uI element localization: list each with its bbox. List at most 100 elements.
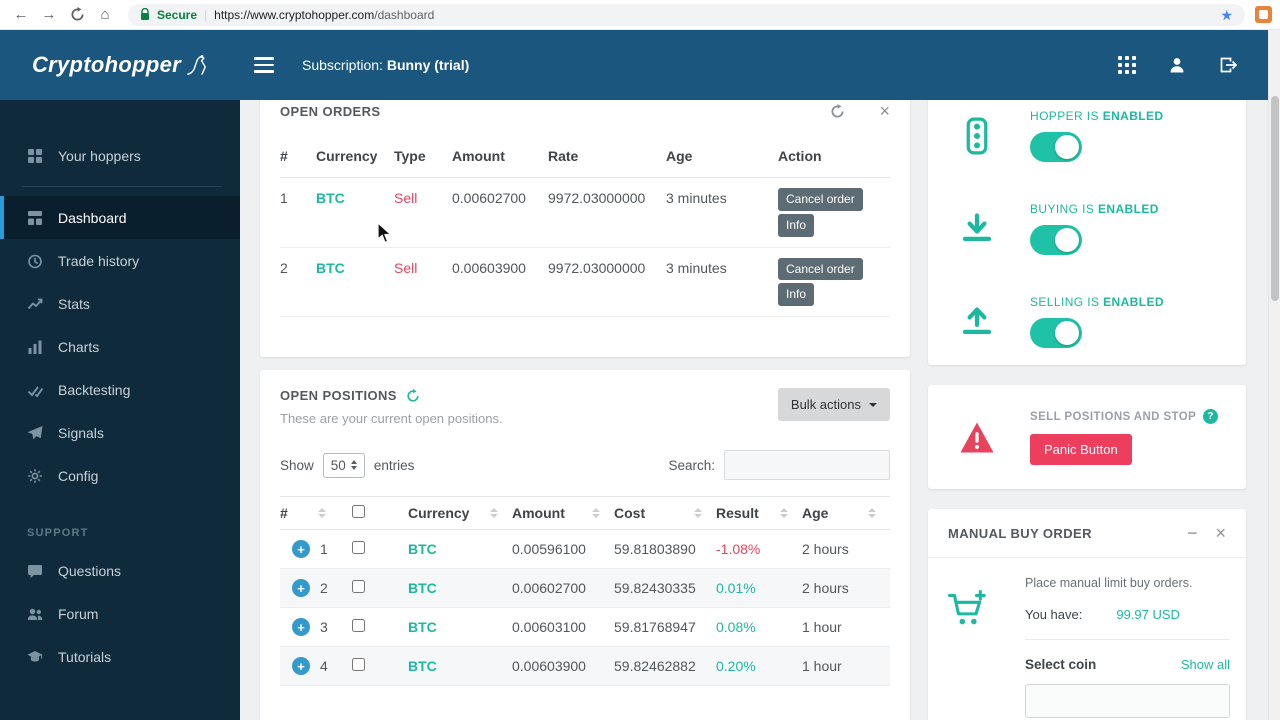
show-all-link[interactable]: Show all — [1180, 657, 1230, 672]
forward-icon[interactable]: → — [41, 6, 57, 23]
sidebar-item-label: Dashboard — [58, 209, 127, 226]
sort-header-result[interactable]: Result — [716, 496, 802, 530]
position-amount: 0.00596100 — [512, 529, 614, 569]
minimize-icon[interactable]: − — [1186, 523, 1198, 543]
sidebar-item-tutorials[interactable]: Tutorials — [0, 635, 240, 678]
search-label: Search: — [668, 457, 715, 473]
menu-toggle-icon[interactable] — [254, 57, 274, 73]
buying-enabled-toggle[interactable] — [1030, 225, 1082, 255]
currency-link[interactable]: BTC — [408, 541, 437, 557]
sidebar-item-forum[interactable]: Forum — [0, 592, 240, 635]
select-all-checkbox[interactable] — [352, 505, 365, 518]
col-header-type: Type — [394, 136, 452, 178]
expand-row-button[interactable]: + — [292, 657, 310, 675]
sidebar-support-header: SUPPORT — [27, 527, 89, 539]
currency-link[interactable]: BTC — [408, 619, 437, 635]
reload-icon[interactable] — [64, 3, 90, 27]
col-header-num: # — [280, 136, 316, 178]
show-label: Show — [280, 457, 314, 473]
sidebar-item-your-hoppers[interactable]: Your hoppers — [0, 134, 240, 177]
row-checkbox[interactable] — [352, 580, 365, 593]
right-panel: HOPPER IS ENABLED BUYING IS ENABLED — [928, 100, 1246, 720]
order-age: 3 minutes — [666, 177, 778, 248]
cancel-order-button[interactable]: Cancel order — [778, 257, 863, 281]
currency-link[interactable]: BTC — [408, 658, 437, 674]
sidebar-item-signals[interactable]: Signals — [0, 411, 240, 454]
sidebar-item-questions[interactable]: Questions — [0, 549, 240, 592]
panic-button[interactable]: Panic Button — [1030, 434, 1132, 465]
info-button[interactable]: Info — [778, 213, 815, 237]
logo[interactable]: Cryptohopper — [0, 52, 240, 78]
coin-select-input[interactable] — [1025, 684, 1230, 718]
col-header-age: Age — [666, 136, 778, 178]
search-input[interactable] — [724, 450, 890, 480]
row-checkbox[interactable] — [352, 541, 365, 554]
bar-chart-icon — [27, 339, 43, 355]
sidebar-item-trade-history[interactable]: Trade history — [0, 239, 240, 282]
expand-row-button[interactable]: + — [292, 618, 310, 636]
panic-label: SELL POSITIONS AND STOP ? — [1030, 409, 1219, 424]
workspace: Your hoppers Dashboard Trade history Sta… — [0, 100, 1268, 720]
order-amount: 0.00603900 — [452, 247, 548, 318]
select-all-header — [340, 496, 408, 530]
traffic-light-icon — [948, 117, 1006, 155]
position-amount: 0.00603900 — [512, 646, 614, 686]
sidebar-item-charts[interactable]: Charts — [0, 325, 240, 368]
position-result: 0.08% — [716, 619, 756, 635]
sidebar-item-config[interactable]: Config — [0, 454, 240, 497]
selling-status-label: SELLING IS ENABLED — [1030, 295, 1164, 309]
currency-link[interactable]: BTC — [316, 259, 345, 276]
position-age: 2 hours — [802, 529, 890, 569]
sort-header-age[interactable]: Age — [802, 496, 890, 530]
apps-grid-icon[interactable] — [1118, 56, 1136, 74]
hopper-enabled-toggle[interactable] — [1030, 132, 1082, 162]
bulk-actions-button[interactable]: Bulk actions — [777, 388, 890, 421]
hopper-status-label: HOPPER IS ENABLED — [1030, 109, 1164, 123]
position-age: 1 hour — [802, 646, 890, 686]
expand-row-button[interactable]: + — [292, 579, 310, 597]
close-icon[interactable]: × — [1215, 523, 1226, 543]
kangaroo-logo-icon — [187, 55, 206, 75]
expand-row-button[interactable]: + — [292, 540, 310, 558]
sort-header-num[interactable]: # — [280, 496, 340, 530]
spinner-icon — [350, 460, 357, 470]
help-icon[interactable]: ? — [1203, 409, 1219, 424]
col-header-amount: Amount — [452, 136, 548, 178]
buying-status-label: BUYING IS ENABLED — [1030, 202, 1159, 216]
sign-out-icon[interactable] — [1218, 55, 1238, 75]
selling-enabled-toggle[interactable] — [1030, 318, 1082, 348]
refresh-icon[interactable] — [830, 103, 845, 119]
position-result: -1.08% — [716, 541, 761, 557]
entries-select[interactable]: 50 — [322, 452, 365, 478]
sort-header-amount[interactable]: Amount — [512, 496, 614, 530]
close-icon[interactable]: × — [879, 101, 890, 121]
home-icon[interactable]: ⌂ — [100, 6, 110, 23]
sidebar-item-stats[interactable]: Stats — [0, 282, 240, 325]
user-profile-icon[interactable] — [1168, 56, 1186, 74]
chat-bubble-icon — [27, 563, 43, 579]
sort-icon — [592, 508, 600, 518]
extension-icon[interactable] — [1255, 6, 1272, 23]
sidebar-item-label: Config — [58, 467, 99, 484]
row-checkbox[interactable] — [352, 658, 365, 671]
cancel-order-button[interactable]: Cancel order — [778, 188, 863, 211]
row-checkbox[interactable] — [352, 619, 365, 632]
sort-header-currency[interactable]: Currency — [408, 496, 512, 530]
address-bar[interactable]: Secure | https://www.cryptohopper.com/da… — [128, 3, 1245, 26]
currency-link[interactable]: BTC — [408, 580, 437, 596]
sidebar-item-backtesting[interactable]: Backtesting — [0, 368, 240, 411]
position-age: 2 hours — [802, 568, 890, 608]
caret-down-icon — [869, 402, 877, 407]
info-button[interactable]: Info — [778, 283, 815, 307]
sidebar-item-dashboard[interactable]: Dashboard — [0, 196, 240, 239]
scrollbar-thumb[interactable] — [1271, 96, 1279, 301]
back-icon[interactable]: ← — [13, 6, 29, 23]
currency-link[interactable]: BTC — [316, 190, 345, 206]
table-row: +1 BTC 0.00596100 59.81803890 -1.08% 2 h… — [280, 529, 890, 569]
refresh-icon[interactable] — [406, 388, 420, 403]
order-num: 2 — [280, 247, 316, 318]
sort-header-cost[interactable]: Cost — [614, 496, 716, 530]
bookmark-star-icon[interactable]: ★ — [1220, 6, 1233, 23]
buying-toggle-row: BUYING IS ENABLED — [948, 202, 1226, 255]
